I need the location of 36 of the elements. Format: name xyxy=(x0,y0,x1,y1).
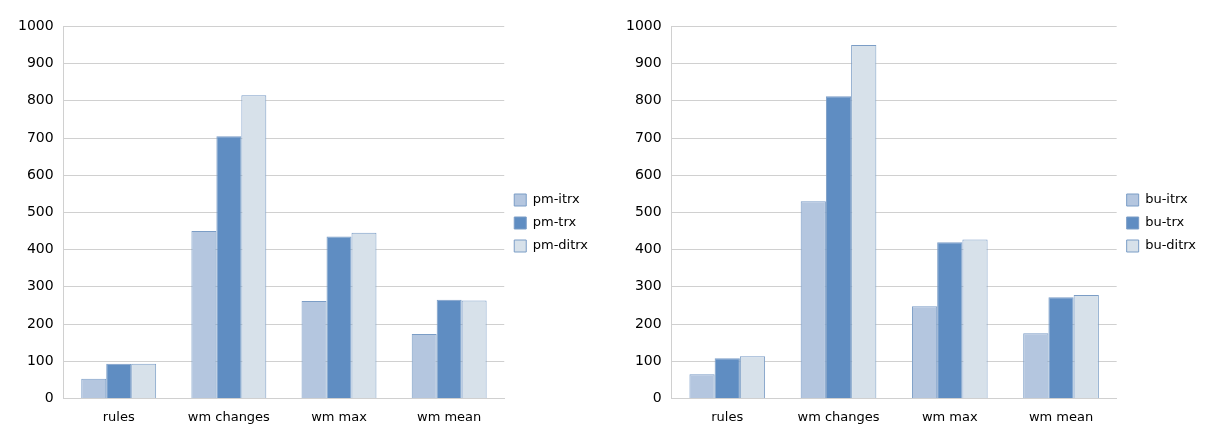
y-tick-label: 500 xyxy=(634,203,662,220)
legend-label: bu-ditrx xyxy=(1145,237,1197,253)
x-tick-label: rules xyxy=(102,408,135,424)
x-tick-label: wm mean xyxy=(417,408,482,424)
y-tick-label: 200 xyxy=(26,314,54,331)
y-tick-label: 500 xyxy=(26,203,54,220)
y-tick-label: 1000 xyxy=(17,17,54,34)
y-tick-label: 800 xyxy=(634,91,662,108)
legend-label: bu-trx xyxy=(1145,214,1185,230)
x-tick-label: wm max xyxy=(311,408,368,424)
y-tick-label: 900 xyxy=(26,54,54,71)
y-tick-label: 800 xyxy=(26,91,54,108)
y-tick-label: 300 xyxy=(26,277,54,294)
y-tick-label: 600 xyxy=(634,165,662,182)
y-tick-label: 100 xyxy=(26,351,54,368)
y-tick-label: 300 xyxy=(634,277,662,294)
legend-label: pm-trx xyxy=(532,214,577,230)
y-tick-label: 400 xyxy=(26,240,54,257)
x-tick-label: rules xyxy=(711,408,744,424)
y-tick-label: 400 xyxy=(634,240,662,257)
x-tick-label: wm changes xyxy=(187,408,271,424)
y-tick-label: 700 xyxy=(26,128,54,145)
legend-label: pm-ditrx xyxy=(532,237,589,253)
legend-label: pm-itrx xyxy=(532,191,581,207)
y-tick-label: 0 xyxy=(652,389,662,406)
y-tick-label: 0 xyxy=(44,389,54,406)
y-tick-label: 700 xyxy=(634,128,662,145)
x-tick-label: wm changes xyxy=(797,408,880,424)
y-tick-label: 100 xyxy=(634,351,662,368)
y-tick-label: 900 xyxy=(634,54,662,71)
x-tick-label: wm max xyxy=(921,408,978,424)
y-tick-label: 600 xyxy=(26,165,54,182)
x-tick-label: wm mean xyxy=(1028,408,1094,424)
y-tick-label: 1000 xyxy=(625,17,662,34)
y-tick-label: 200 xyxy=(634,314,662,331)
legend-label: bu-itrx xyxy=(1145,191,1189,207)
